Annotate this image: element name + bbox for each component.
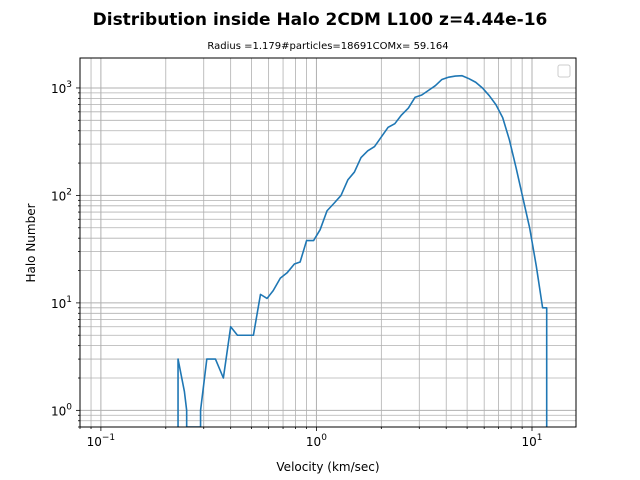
y-axis-ticks: 100 101 102 103 [51, 80, 80, 428]
y-tick-label: 100 [51, 402, 72, 418]
x-tick-label: 100 [306, 433, 327, 449]
y-tick-label: 101 [51, 295, 72, 311]
plot-frame [79, 57, 577, 428]
y-tick-label: 103 [51, 80, 72, 96]
plot-area: 10−1 100 101 100 101 102 103 [51, 57, 577, 449]
x-axis-label: Velocity (km/sec) [276, 460, 379, 474]
chart-subtitle: Radius =1.179#particles=18691COMx= 59.16… [207, 41, 448, 52]
y-axis-label: Halo Number [24, 203, 38, 282]
y-tick-label: 102 [51, 187, 72, 203]
x-tick-label: 10−1 [87, 433, 116, 449]
chart-title: Distribution inside Halo 2CDM L100 z=4.4… [93, 10, 548, 30]
minor-gridlines [79, 58, 576, 428]
x-tick-label: 101 [521, 433, 542, 449]
series-line [177, 74, 548, 427]
legend-box [557, 64, 571, 78]
x-axis-ticks: 10−1 100 101 [79, 427, 543, 449]
